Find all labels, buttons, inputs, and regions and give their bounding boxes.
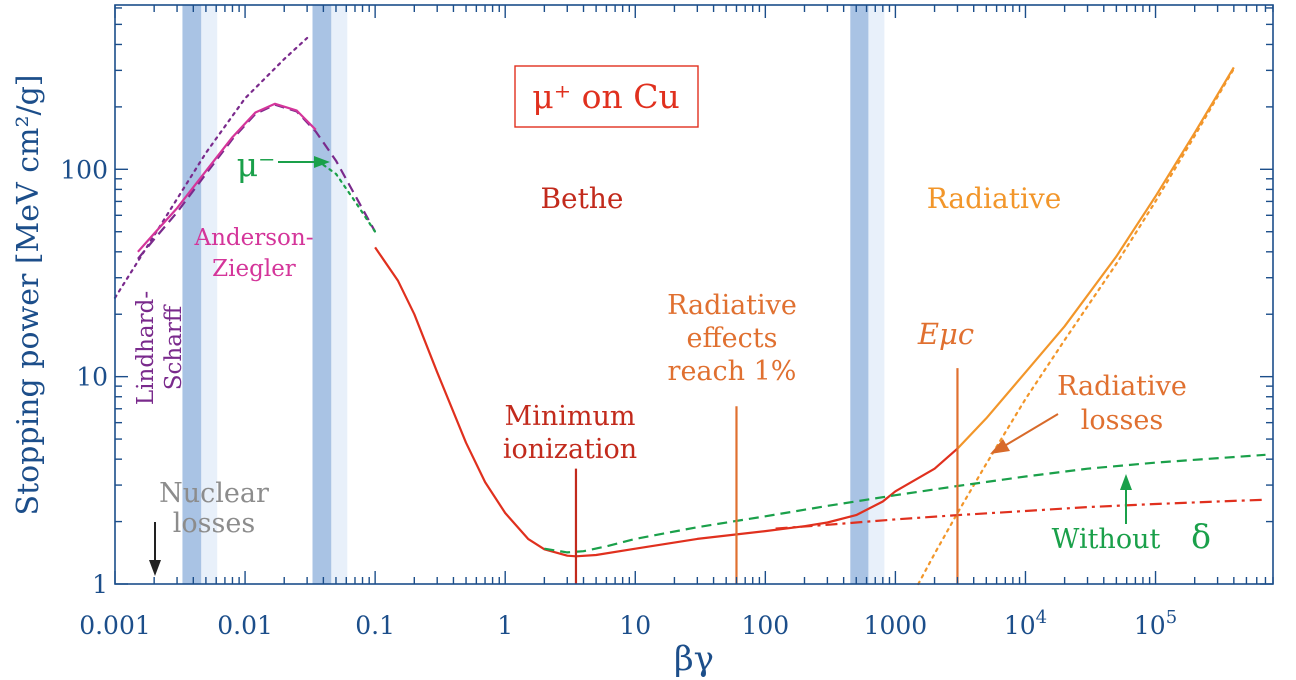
radiative-losses-arrow-head [990,439,1010,454]
band-glow-1 [331,5,348,584]
x-tick-label: 0.1 [355,611,395,640]
series-lindhard-extrapolation [113,36,309,299]
minimum-ionization-label-1: Minimum [505,401,636,432]
series-layer [113,36,1266,586]
band-glow-2 [868,5,885,584]
chart-title: μ⁺ on Cu [532,77,679,116]
mu-minus-arrow-head [314,156,330,168]
mu-minus-label: μ⁻ [237,145,276,184]
y-tick-label: 10 [76,363,108,392]
series-anderson-ziegler [137,102,317,253]
lindhard-label: Lindhard- [133,291,159,405]
x-tick-label: 0.01 [217,611,273,640]
e-mu-c-label: Eμc [917,317,974,351]
nuclear-label: Nuclear [159,478,269,509]
bands-layer [182,5,885,584]
series-total [956,66,1235,450]
x-axis-label: βγ [674,639,714,679]
without-delta-arrow-head [1120,474,1132,490]
band-1 [312,5,332,584]
series-without-delta-dashdot [775,498,1266,530]
without-label: Without [1052,524,1161,555]
radiative-losses-label-1: Radiative [1057,371,1187,402]
plot-frame [114,4,1274,585]
y-tick-label: 100 [60,155,108,184]
series-without-delta-dashed [544,453,1266,554]
x-tick-label: 0.001 [79,611,151,640]
title-box [514,65,699,128]
x-tick-label: 105 [1134,607,1177,640]
band-2 [850,5,869,584]
scharff-label: Scharff [161,304,187,390]
radiative-effects-label-3: reach 1% [668,356,797,387]
x-tick-label: 10 [619,611,651,640]
x-tick-label: 1000 [864,611,928,640]
band-0 [182,5,202,584]
delta-label: δ [1191,517,1211,556]
radiative-effects-label-1: Radiative [667,290,797,321]
x-tick-label: 104 [1004,607,1047,640]
radiative-effects-label-2: effects [687,323,778,354]
series-radiative-losses [917,67,1235,586]
nuclear-arrow-head [149,560,161,576]
radiative-region-label: Radiative [927,182,1062,215]
series-mu-minus [322,163,377,233]
nuclear-losses-label: losses [173,508,255,539]
y-tick-label: 1 [92,570,108,599]
radiative-losses-arrow-shaft [1005,413,1059,446]
x-tick-label: 1 [497,611,513,640]
y-axis-label: Stopping power [MeV cm²/g] [11,75,46,516]
band-glow-0 [201,5,218,584]
bethe-label: Bethe [540,182,623,215]
radiative-losses-label-2: losses [1081,405,1163,436]
series-bethe [374,246,959,558]
markers-layer [574,368,959,584]
ziegler-label: Ziegler [212,256,296,282]
minimum-ionization-label-2: ionization [503,434,637,465]
anderson-label: Anderson- [194,225,314,251]
x-tick-label: 100 [741,611,789,640]
